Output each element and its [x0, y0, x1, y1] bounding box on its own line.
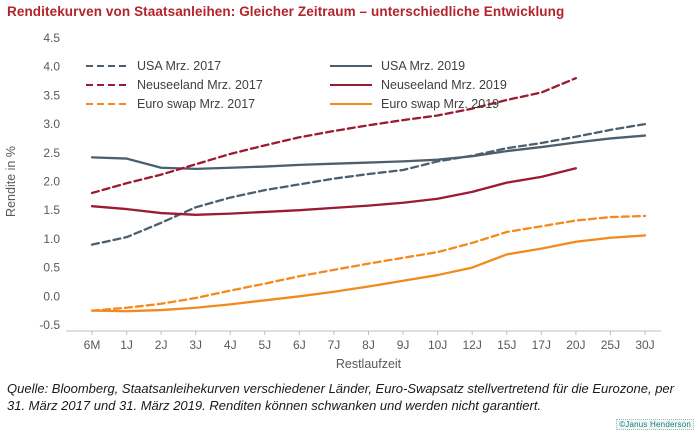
legend-item-neuseeland-mrz-2019: Neuseeland Mrz. 2019 — [330, 78, 507, 92]
legend-item-euro-swap-mrz-2017: Euro swap Mrz. 2017 — [86, 97, 330, 111]
series-line-usa-mrz-2019 — [90, 134, 647, 171]
y-tick-label: 1.0 — [43, 232, 60, 246]
x-tick-label: 12J — [463, 338, 482, 352]
x-tick-label: 5J — [258, 338, 271, 352]
x-tick-label: 30J — [635, 338, 654, 352]
x-tick-label: 1J — [120, 338, 133, 352]
y-tick-label: 4.5 — [43, 31, 60, 45]
legend-label: USA Mrz. 2019 — [381, 59, 466, 73]
y-tick-label: 3.0 — [43, 117, 60, 131]
legend-line-sample — [330, 83, 372, 87]
legend-line-sample — [86, 83, 128, 87]
x-tick-label: 17J — [532, 338, 551, 352]
legend-line-sample — [330, 64, 372, 68]
legend-item-neuseeland-mrz-2017: Neuseeland Mrz. 2017 — [86, 78, 330, 92]
x-tick-label: 15J — [497, 338, 516, 352]
x-tick-label: 4J — [224, 338, 237, 352]
y-tick-label: 3.5 — [43, 88, 60, 102]
x-tick-label: 8J — [362, 338, 375, 352]
series-line-neuseeland-mrz-2017 — [90, 77, 578, 195]
x-tick-label: 2J — [155, 338, 168, 352]
chart-legend: USA Mrz. 2017 USA Mrz. 2019 Neuseeland Mrz… — [86, 59, 507, 111]
x-axis-title: Restlaufzeit — [336, 357, 402, 371]
source-note: Quelle: Bloomberg, Staatsanleihekurven v… — [7, 381, 674, 413]
yield-chart-svg: 6M 1J 2J 3J 4J 5J 6J 7J 8J 9J 10J 12J 15J 17J 20J 25J 30… — [4, 31, 661, 371]
janus-henderson-watermark: ©Janus Henderson — [616, 419, 694, 430]
series-line-usa-mrz-2017 — [90, 122, 647, 246]
x-tick-label: 20J — [566, 338, 585, 352]
legend-line-sample — [86, 102, 128, 106]
series-line-neuseeland-mrz-2019 — [90, 167, 578, 216]
y-tick-label: -0.5 — [39, 318, 60, 332]
legend-label: Neuseeland Mrz. 2017 — [137, 78, 263, 92]
legend-item-usa-mrz-2017: USA Mrz. 2017 — [86, 59, 330, 73]
y-tick-label: 2.5 — [43, 146, 60, 160]
series-line-euro-swap-mrz-2019 — [90, 234, 647, 313]
y-tick-label: 1.5 — [43, 203, 60, 217]
legend-line-sample — [330, 102, 372, 106]
y-tick-label: 0.5 — [43, 261, 60, 275]
legend-label: Neuseeland Mrz. 2019 — [381, 78, 507, 92]
legend-item-euro-swap-mrz-2019: Euro swap Mrz. 2019 — [330, 97, 507, 111]
x-tick-label: 10J — [428, 338, 447, 352]
x-tick-label: 3J — [189, 338, 202, 352]
legend-label: Euro swap Mrz. 2017 — [137, 97, 256, 111]
chart-title: Renditekurven von Staatsanleihen: Gleich… — [7, 4, 565, 19]
x-tick-label: 25J — [601, 338, 620, 352]
x-tick-label: 6M — [84, 338, 101, 352]
legend-label: USA Mrz. 2017 — [137, 59, 222, 73]
y-axis-title: Rendite in % — [4, 146, 18, 217]
legend-line-sample — [86, 64, 128, 68]
y-tick-label: 0.0 — [43, 289, 60, 303]
x-tick-label: 6J — [293, 338, 306, 352]
legend-label: Euro swap Mrz. 2019 — [381, 97, 500, 111]
legend-item-usa-mrz-2019: USA Mrz. 2019 — [330, 59, 507, 73]
chart-area: 6M 1J 2J 3J 4J 5J 6J 7J 8J 9J 10J 12J 15J 17J 20J 25J 30… — [0, 26, 697, 378]
y-tick-label: 4.0 — [43, 60, 60, 74]
x-tick-label: 7J — [328, 338, 341, 352]
y-tick-label: 2.0 — [43, 175, 60, 189]
x-tick-label: 9J — [397, 338, 410, 352]
series-line-euro-swap-mrz-2017 — [90, 214, 647, 312]
